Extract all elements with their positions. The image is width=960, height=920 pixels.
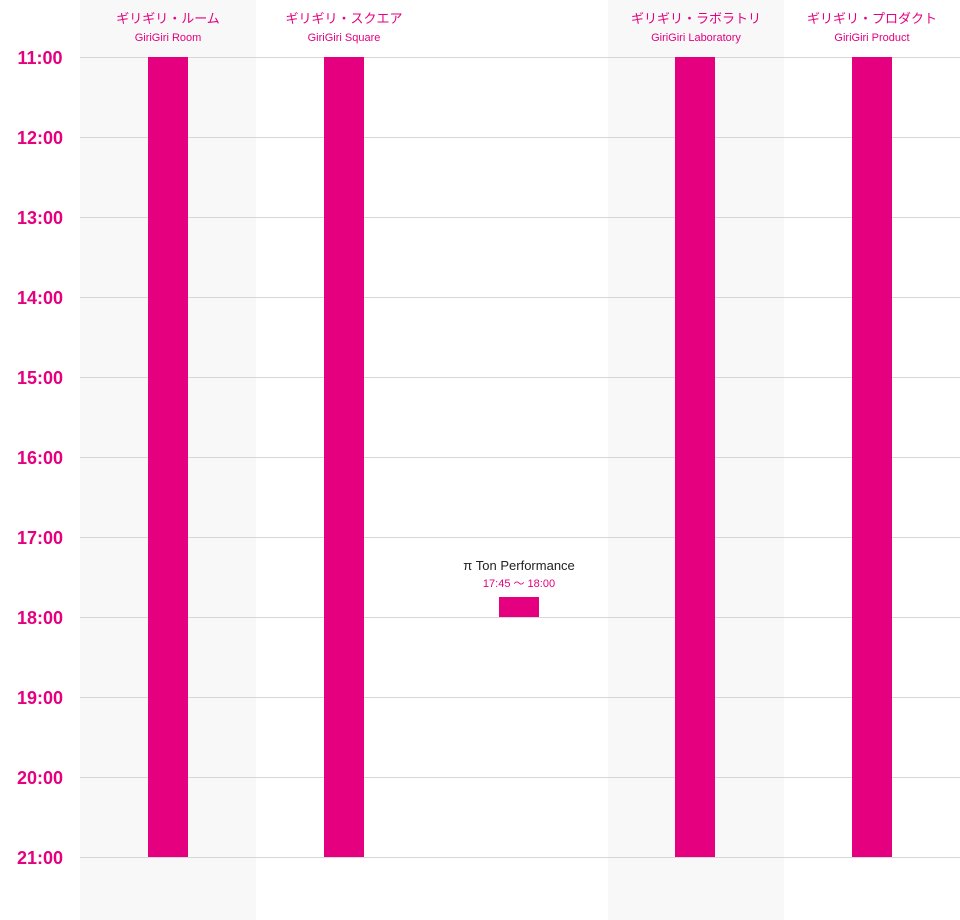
time-label-1200: 12:00: [16, 128, 64, 148]
event-time: 17:45 〜 18:00: [482, 578, 556, 590]
slot-bar-product[interactable]: [852, 57, 892, 857]
venue-name-ja: ギリギリ・ラボラトリ: [630, 12, 761, 27]
time-label-1100: 11:00: [17, 48, 63, 68]
time-label-1500: 15:00: [16, 368, 64, 388]
event-title[interactable]: π Ton Performance: [463, 558, 575, 573]
grid-line-2000: [80, 777, 960, 778]
time-label-1300: 13:00: [16, 208, 64, 228]
grid-line-2100: [80, 857, 960, 858]
time-label-2000: 20:00: [16, 768, 64, 788]
time-label-1900: 19:00: [16, 688, 64, 708]
venue-name-en: GiriGiri Product: [834, 32, 910, 44]
venue-name-ja: ギリギリ・スクエア: [285, 12, 403, 27]
grid-line-1200: [80, 137, 960, 138]
slot-bar-pi-ton-performance[interactable]: [499, 597, 539, 617]
time-label-1700: 17:00: [16, 528, 64, 548]
grid-line-1500: [80, 377, 960, 378]
time-label-1600: 16:00: [16, 448, 64, 468]
grid-line-1400: [80, 297, 960, 298]
venue-name-ja: ギリギリ・プロダクト: [806, 12, 937, 27]
slot-bar-laboratory[interactable]: [675, 57, 715, 857]
venue-name-ja: ギリギリ・ルーム: [116, 12, 220, 27]
venue-header-square: ギリギリ・スクエア GiriGiri Square: [256, 10, 432, 46]
grid-line-1600: [80, 457, 960, 458]
time-label-2100: 21:00: [16, 848, 64, 868]
venue-header-laboratory: ギリギリ・ラボラトリ GiriGiri Laboratory: [608, 10, 784, 46]
venue-name-en: GiriGiri Square: [307, 32, 381, 44]
venue-header-product: ギリギリ・プロダクト GiriGiri Product: [784, 10, 960, 46]
grid-line-1700: [80, 537, 960, 538]
grid-line-1100: [80, 57, 960, 58]
grid-line-1300: [80, 217, 960, 218]
venue-name-en: GiriGiri Laboratory: [651, 32, 741, 44]
time-label-1800: 18:00: [16, 608, 64, 628]
time-label-1400: 14:00: [16, 288, 64, 308]
venue-header-room: ギリギリ・ルーム GiriGiri Room: [80, 10, 256, 46]
slot-bar-square[interactable]: [324, 57, 364, 857]
grid-line-1800: [80, 617, 960, 618]
grid-line-1900: [80, 697, 960, 698]
slot-bar-room[interactable]: [148, 57, 188, 857]
venue-name-en: GiriGiri Room: [134, 32, 202, 44]
